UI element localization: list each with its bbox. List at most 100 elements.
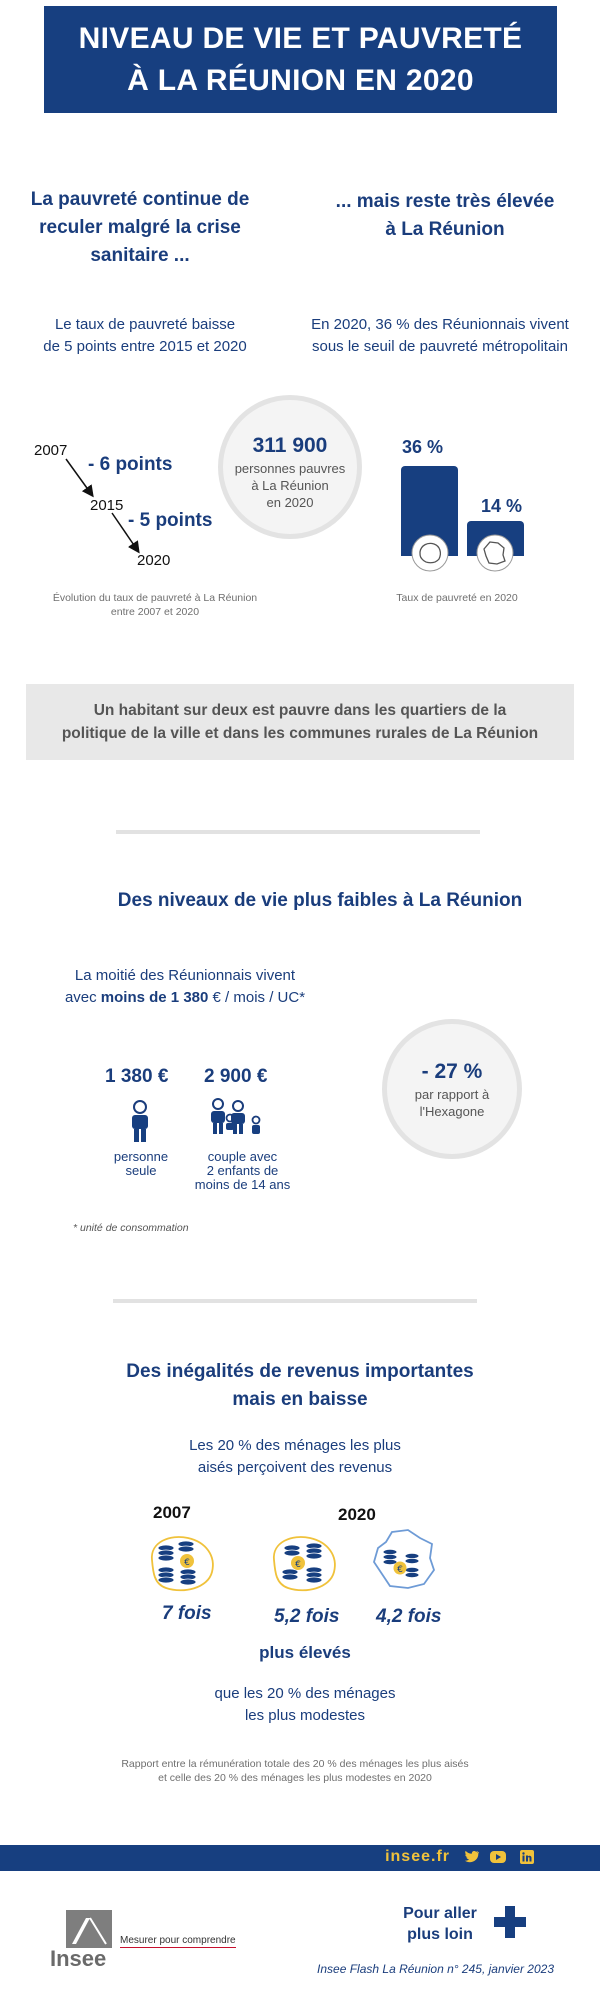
year-2007: 2007 [34,442,68,459]
arrow-2015-2020 [111,512,140,554]
label-line: à La Réunion [251,478,329,493]
poor-persons-circle: 311 900 personnes pauvres à La Réunion e… [218,395,362,539]
text-fragment: avec [64,989,101,1006]
poverty-decline-heading: La pauvreté continue de reculer malgré l… [10,186,270,270]
single-amount: 1 380 € [105,1066,169,1087]
text-line: que les 20 % des ménages [214,1685,396,1702]
median-amount: moins de 1 380 [100,989,209,1006]
text-line: sous le seuil de pauvreté métropolitain [312,338,568,355]
label-line: 2 enfants de [206,1163,279,1178]
label-line: seule [125,1163,157,1178]
heading-line: reculer malgré la crise [39,217,241,238]
france-map-icon [476,534,514,572]
label-line: en 2020 [266,495,314,510]
median-text: La moitié des Réunionnais vivent avec mo… [40,965,330,1009]
label-line: moins de 14 ans [194,1177,291,1192]
inequality-caption: Rapport entre la rémunération totale des… [60,1757,530,1785]
poverty-high-heading: ... mais reste très élevée à La Réunion [310,188,580,244]
couple-label: couple avec 2 enfants de moins de 14 ans [180,1150,305,1192]
divider [116,830,480,834]
label-line: couple avec [207,1149,278,1164]
higher-label: plus élevés [259,1643,351,1662]
poor-persons-label: personnes pauvres à La Réunion en 2020 [223,460,357,511]
text-line: En 2020, 36 % des Réunionnais vivent [311,316,569,333]
text-line: les plus modestes [244,1707,366,1724]
twitter-icon[interactable] [464,1850,480,1864]
ratio-2020-france: 4,2 fois [376,1606,442,1627]
caption-line: Rapport entre la rémunération totale des… [121,1758,469,1770]
heading-line: sanitaire ... [90,245,190,266]
more-info-link[interactable]: Pour aller plus loin [392,1903,488,1945]
caption-line: Évolution du taux de pauvreté à La Réuni… [52,592,258,604]
text-line: avec moins de 1 380 € / mois / UC* [40,987,330,1009]
reunion-coins-2007-icon: € [151,1536,214,1592]
insee-logo-text: Insee [50,1946,107,1971]
label-line: personne [113,1149,169,1164]
poverty-decline-text: Le taux de pauvreté baisse de 5 points e… [20,314,270,358]
inequality-intro: Les 20 % des ménages les plus aisés perç… [150,1435,440,1479]
highlight-line: Un habitant sur deux est pauvre dans les… [93,702,507,719]
ratio-2020-reunion: 5,2 fois [274,1606,340,1627]
text-fragment: € / mois / UC* [208,989,306,1006]
label-line: l'Hexagone [419,1104,485,1119]
reunion-coins-2020-icon: € [273,1536,336,1592]
year-2015: 2015 [90,497,124,514]
poor-persons-value: 311 900 [252,434,328,457]
label-line: personnes pauvres [234,461,346,476]
inequality-outro: que les 20 % des ménages les plus modest… [170,1683,440,1727]
evolution-caption: Évolution du taux de pauvreté à La Réuni… [30,591,280,619]
footer-bar [0,1845,600,1871]
highlight-line: politique de la ville et dans les commun… [61,725,539,742]
inequality-heading: Des inégalités de revenus importantes ma… [60,1358,540,1414]
heading-line: ... mais reste très élevée [335,191,555,212]
hexagone-diff-circle: - 27 % par rapport à l'Hexagone [382,1019,522,1159]
text-line: Les 20 % des ménages les plus [189,1437,401,1454]
poverty-high-text: En 2020, 36 % des Réunionnais vivent sou… [290,314,590,358]
title-line-2: À LA RÉUNION EN 2020 [127,63,474,97]
more-line: Pour aller [403,1905,477,1922]
rate-chart-caption: Taux de pauvreté en 2020 [396,592,518,604]
heading-line: La pauvreté continue de [30,189,250,210]
single-label: personne seule [92,1150,190,1178]
linkedin-icon[interactable] [519,1850,535,1864]
family-icon [211,1098,261,1134]
reunion-island-icon [411,534,449,572]
footnote: * unité de consommation [73,1222,189,1234]
text-line: Le taux de pauvreté baisse [54,316,236,333]
drop-6-points: - 6 points [88,454,173,475]
label-line: par rapport à [414,1087,490,1102]
text-line: aisés perçoivent des revenus [197,1459,393,1476]
hexagone-diff-value: - 27 % [421,1060,483,1083]
publication-reference: Insee Flash La Réunion n° 245, janvier 2… [317,1962,554,1976]
caption-line: entre 2007 et 2020 [110,606,200,618]
svg-text:€: € [295,1560,301,1570]
insee-logo-icon [66,1910,112,1948]
living-standards-heading: Des niveaux de vie plus faibles à La Réu… [117,890,523,911]
arrow-2007-2015 [65,458,94,498]
highlight-box: Un habitant sur deux est pauvre dans les… [26,684,574,760]
title-line-1: NIVEAU DE VIE ET PAUVRETÉ [78,21,523,55]
plus-icon[interactable] [494,1906,526,1938]
year-2020-label: 2020 [338,1505,376,1524]
ratio-2007: 7 fois [162,1603,212,1624]
divider [113,1299,477,1303]
caption-line: et celle des 20 % des ménages les plus m… [158,1772,432,1784]
svg-text:€: € [397,1565,403,1575]
evolution-arrows [65,458,140,554]
text-line: de 5 points entre 2015 et 2020 [43,338,247,355]
bar-label-france: 14 % [481,496,523,516]
france-coins-icon: € [373,1529,435,1589]
svg-text:€: € [184,1558,190,1568]
insee-tagline: Mesurer pour comprendre [120,1935,236,1948]
year-2007-label: 2007 [153,1503,191,1522]
hexagone-diff-label: par rapport à l'Hexagone [387,1086,517,1120]
heading-line: mais en baisse [232,1389,368,1410]
heading-line: à La Réunion [385,219,505,240]
youtube-icon[interactable] [490,1850,506,1864]
drop-5-points: - 5 points [128,510,213,531]
couple-amount: 2 900 € [204,1066,268,1087]
insee-link[interactable]: insee.fr [385,1848,450,1865]
text-line: La moitié des Réunionnais vivent [74,967,296,984]
more-line: plus loin [407,1926,473,1943]
single-person-icon [132,1100,148,1142]
